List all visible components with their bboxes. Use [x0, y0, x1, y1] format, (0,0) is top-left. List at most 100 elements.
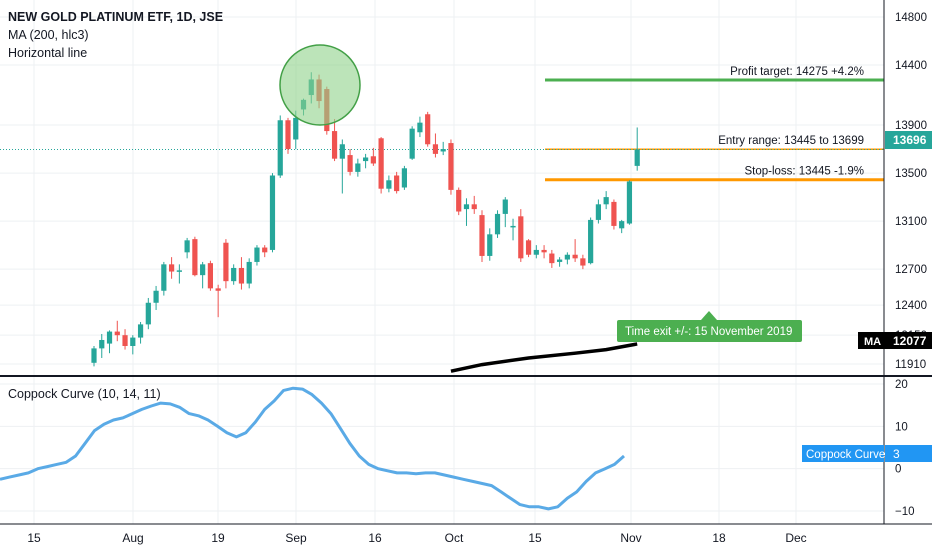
ma-badge-name: MA [864, 336, 881, 348]
candle-body [215, 288, 221, 291]
candle-body [510, 225, 516, 228]
time-tick-label: Sep [285, 531, 307, 545]
ma-badge-value: 12077 [893, 334, 927, 348]
candle-body [401, 168, 407, 188]
candle-body [106, 331, 113, 344]
last-price-badge: 13696 [885, 131, 932, 149]
candle-body [130, 337, 136, 346]
time-tick-label: 19 [211, 531, 225, 545]
candle-body [502, 199, 508, 214]
time-exit-label: Time exit +/-: 15 November 2019 [625, 326, 792, 338]
coppock-tick-label: 10 [895, 421, 908, 433]
chart-title[interactable]: NEW GOLD PLATINUM ETF, 1D, JSE [8, 10, 223, 24]
ma-line [450, 342, 638, 373]
candle-body [549, 253, 555, 264]
candle-body [231, 267, 237, 282]
ma-legend[interactable]: MA (200, hlc3) [8, 28, 89, 42]
candle-body [114, 331, 120, 336]
candle-body [200, 264, 206, 276]
price-tick-label: 14800 [895, 12, 927, 24]
candle-body [595, 204, 601, 220]
candle-body [619, 221, 625, 229]
candle-body [145, 302, 151, 325]
candle-body [331, 131, 338, 159]
price-tick-label: 12400 [895, 300, 927, 312]
candle-body [417, 122, 423, 133]
candle-body [448, 143, 454, 190]
candle-body [564, 254, 570, 260]
grid-lines [0, 0, 884, 524]
coppock-legend[interactable]: Coppock Curve (10, 14, 11) [8, 387, 161, 401]
highlight-circle [279, 44, 361, 126]
price-tick-label: 13500 [895, 168, 927, 180]
coppock-badge: Coppock Curve 3 [802, 445, 932, 462]
price-tick-label: 12700 [895, 264, 927, 276]
candle-body [285, 120, 291, 150]
candle-body [370, 156, 376, 164]
time-tick-label: Nov [620, 531, 641, 545]
time-exit-callout[interactable]: Time exit +/-: 15 November 2019 [617, 311, 802, 342]
candle-body [557, 259, 563, 262]
candle-body [588, 219, 594, 264]
time-tick-label: 15 [528, 531, 542, 545]
candle-body [603, 197, 609, 205]
time-tick-label: Aug [122, 531, 143, 545]
candle-body [479, 215, 485, 256]
coppock-axis-labels[interactable]: 20 10 0 −10 [895, 379, 915, 518]
horizontal-line-legend[interactable]: Horizontal line [8, 46, 87, 60]
coppock-tick-label: 0 [895, 464, 901, 476]
candle-body [246, 261, 252, 284]
horizontal-line-labels: Profit target: 14275 +4.2% Entry range: 1… [718, 66, 864, 178]
candle-body [363, 157, 369, 162]
candle-body [137, 324, 144, 338]
candle-body [269, 175, 276, 250]
candle-body [262, 247, 268, 253]
level-label: Entry range: 13445 to 13699 [718, 135, 864, 147]
last-price-value: 13696 [893, 133, 927, 147]
coppock-tick-label: −10 [895, 506, 915, 518]
candle-body [122, 335, 128, 346]
time-tick-label: 18 [712, 531, 726, 545]
candle-body [223, 242, 229, 282]
candle-body [339, 144, 345, 159]
coppock-badge-value: 3 [893, 447, 900, 461]
coppock-line [0, 386, 625, 511]
candle-body [611, 201, 617, 226]
time-tick-label: 16 [368, 531, 382, 545]
candle-body [463, 204, 470, 210]
candle-body [626, 181, 633, 224]
candle-body [207, 263, 213, 289]
time-axis-labels[interactable]: 15 Aug 19 Sep 16 Oct 15 Nov 18 Dec [27, 531, 806, 545]
candle-body [425, 114, 431, 145]
candle-body [525, 240, 532, 255]
price-tick-label: 11910 [895, 359, 926, 371]
candle-body [378, 138, 384, 189]
candle-body [192, 239, 198, 276]
candle-body [440, 149, 446, 152]
time-tick-label: 15 [27, 531, 41, 545]
candle-body [533, 249, 539, 255]
candle-body [394, 175, 400, 192]
candle-body [161, 264, 167, 291]
candle-body [518, 216, 524, 259]
coppock-tick-label: 20 [895, 379, 908, 391]
candle-body [91, 348, 97, 363]
candle-body [487, 234, 493, 256]
price-tick-label: 14400 [895, 60, 927, 72]
candle-body [432, 144, 439, 154]
candle-body [456, 189, 462, 212]
candle-body [293, 117, 299, 140]
candle-body [169, 264, 175, 272]
candle-body [386, 180, 392, 189]
ma-polyline [450, 342, 638, 373]
price-tick-label: 13900 [895, 120, 927, 132]
level-label: Profit target: 14275 +4.2% [730, 66, 864, 78]
candle-body [99, 339, 105, 349]
candle-body [541, 249, 547, 253]
level-label: Stop-loss: 13445 -1.9% [744, 166, 864, 178]
candle-body [347, 155, 353, 172]
candle-body [277, 120, 283, 176]
candle-body [471, 204, 477, 210]
candle-body [494, 213, 501, 235]
